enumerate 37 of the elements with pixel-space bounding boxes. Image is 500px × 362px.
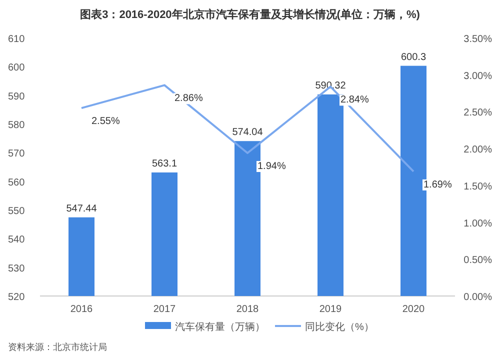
data-label: 547.44: [66, 203, 98, 214]
data-label: 600.3: [400, 52, 426, 63]
y-tick-label: 590: [8, 91, 26, 102]
data-label: 1.94%: [258, 160, 286, 172]
x-tick-label: 2017: [153, 304, 176, 315]
y-tick-label: 530: [8, 263, 26, 274]
y2-tick-label: 0.00%: [464, 292, 492, 303]
y2-tick-label: 0.50%: [464, 255, 492, 266]
y2-tick-label: 3.00%: [464, 70, 492, 82]
x-tick-label: 2020: [402, 304, 426, 315]
y2-tick-label: 2.00%: [464, 144, 492, 156]
chart-title: 图表3：2016-2020年北京市汽车保有量及其增长情况(单位：万辆，%): [80, 8, 420, 21]
y-tick-label: 520: [8, 292, 26, 303]
y-tick-label: 610: [8, 34, 26, 45]
x-tick-label: 2019: [319, 304, 342, 315]
y2-tick-label: 3.50%: [464, 34, 492, 45]
text: 资料来源：北京市统计局: [8, 342, 107, 352]
data-label: 2.55%: [92, 116, 120, 128]
data-label: 2.86%: [174, 93, 203, 104]
legend-label: 同比变化（%）: [305, 321, 374, 333]
y2-tick-label: 2.50%: [464, 108, 492, 119]
y-tick-label: 570: [8, 148, 26, 160]
y2-tick-label: 1.50%: [464, 181, 492, 192]
data-label: 1.69%: [424, 179, 452, 190]
data-label: 574.04: [232, 127, 264, 138]
y-tick-label: 580: [8, 120, 26, 131]
y-tick-label: 560: [8, 177, 26, 188]
y-tick-label: 550: [8, 206, 26, 217]
y2-tick-label: 1.00%: [464, 218, 492, 230]
x-tick-label: 2016: [70, 304, 94, 315]
data-label: 590.32: [315, 80, 346, 92]
y-tick-label: 540: [8, 234, 26, 246]
x-tick-label: 2018: [236, 304, 260, 315]
data-label: 563.1: [152, 158, 178, 170]
y-tick-label: 600: [8, 62, 26, 74]
data-label: 2.84%: [340, 94, 369, 106]
legend-label: 汽车保有量（万辆）: [175, 321, 265, 333]
